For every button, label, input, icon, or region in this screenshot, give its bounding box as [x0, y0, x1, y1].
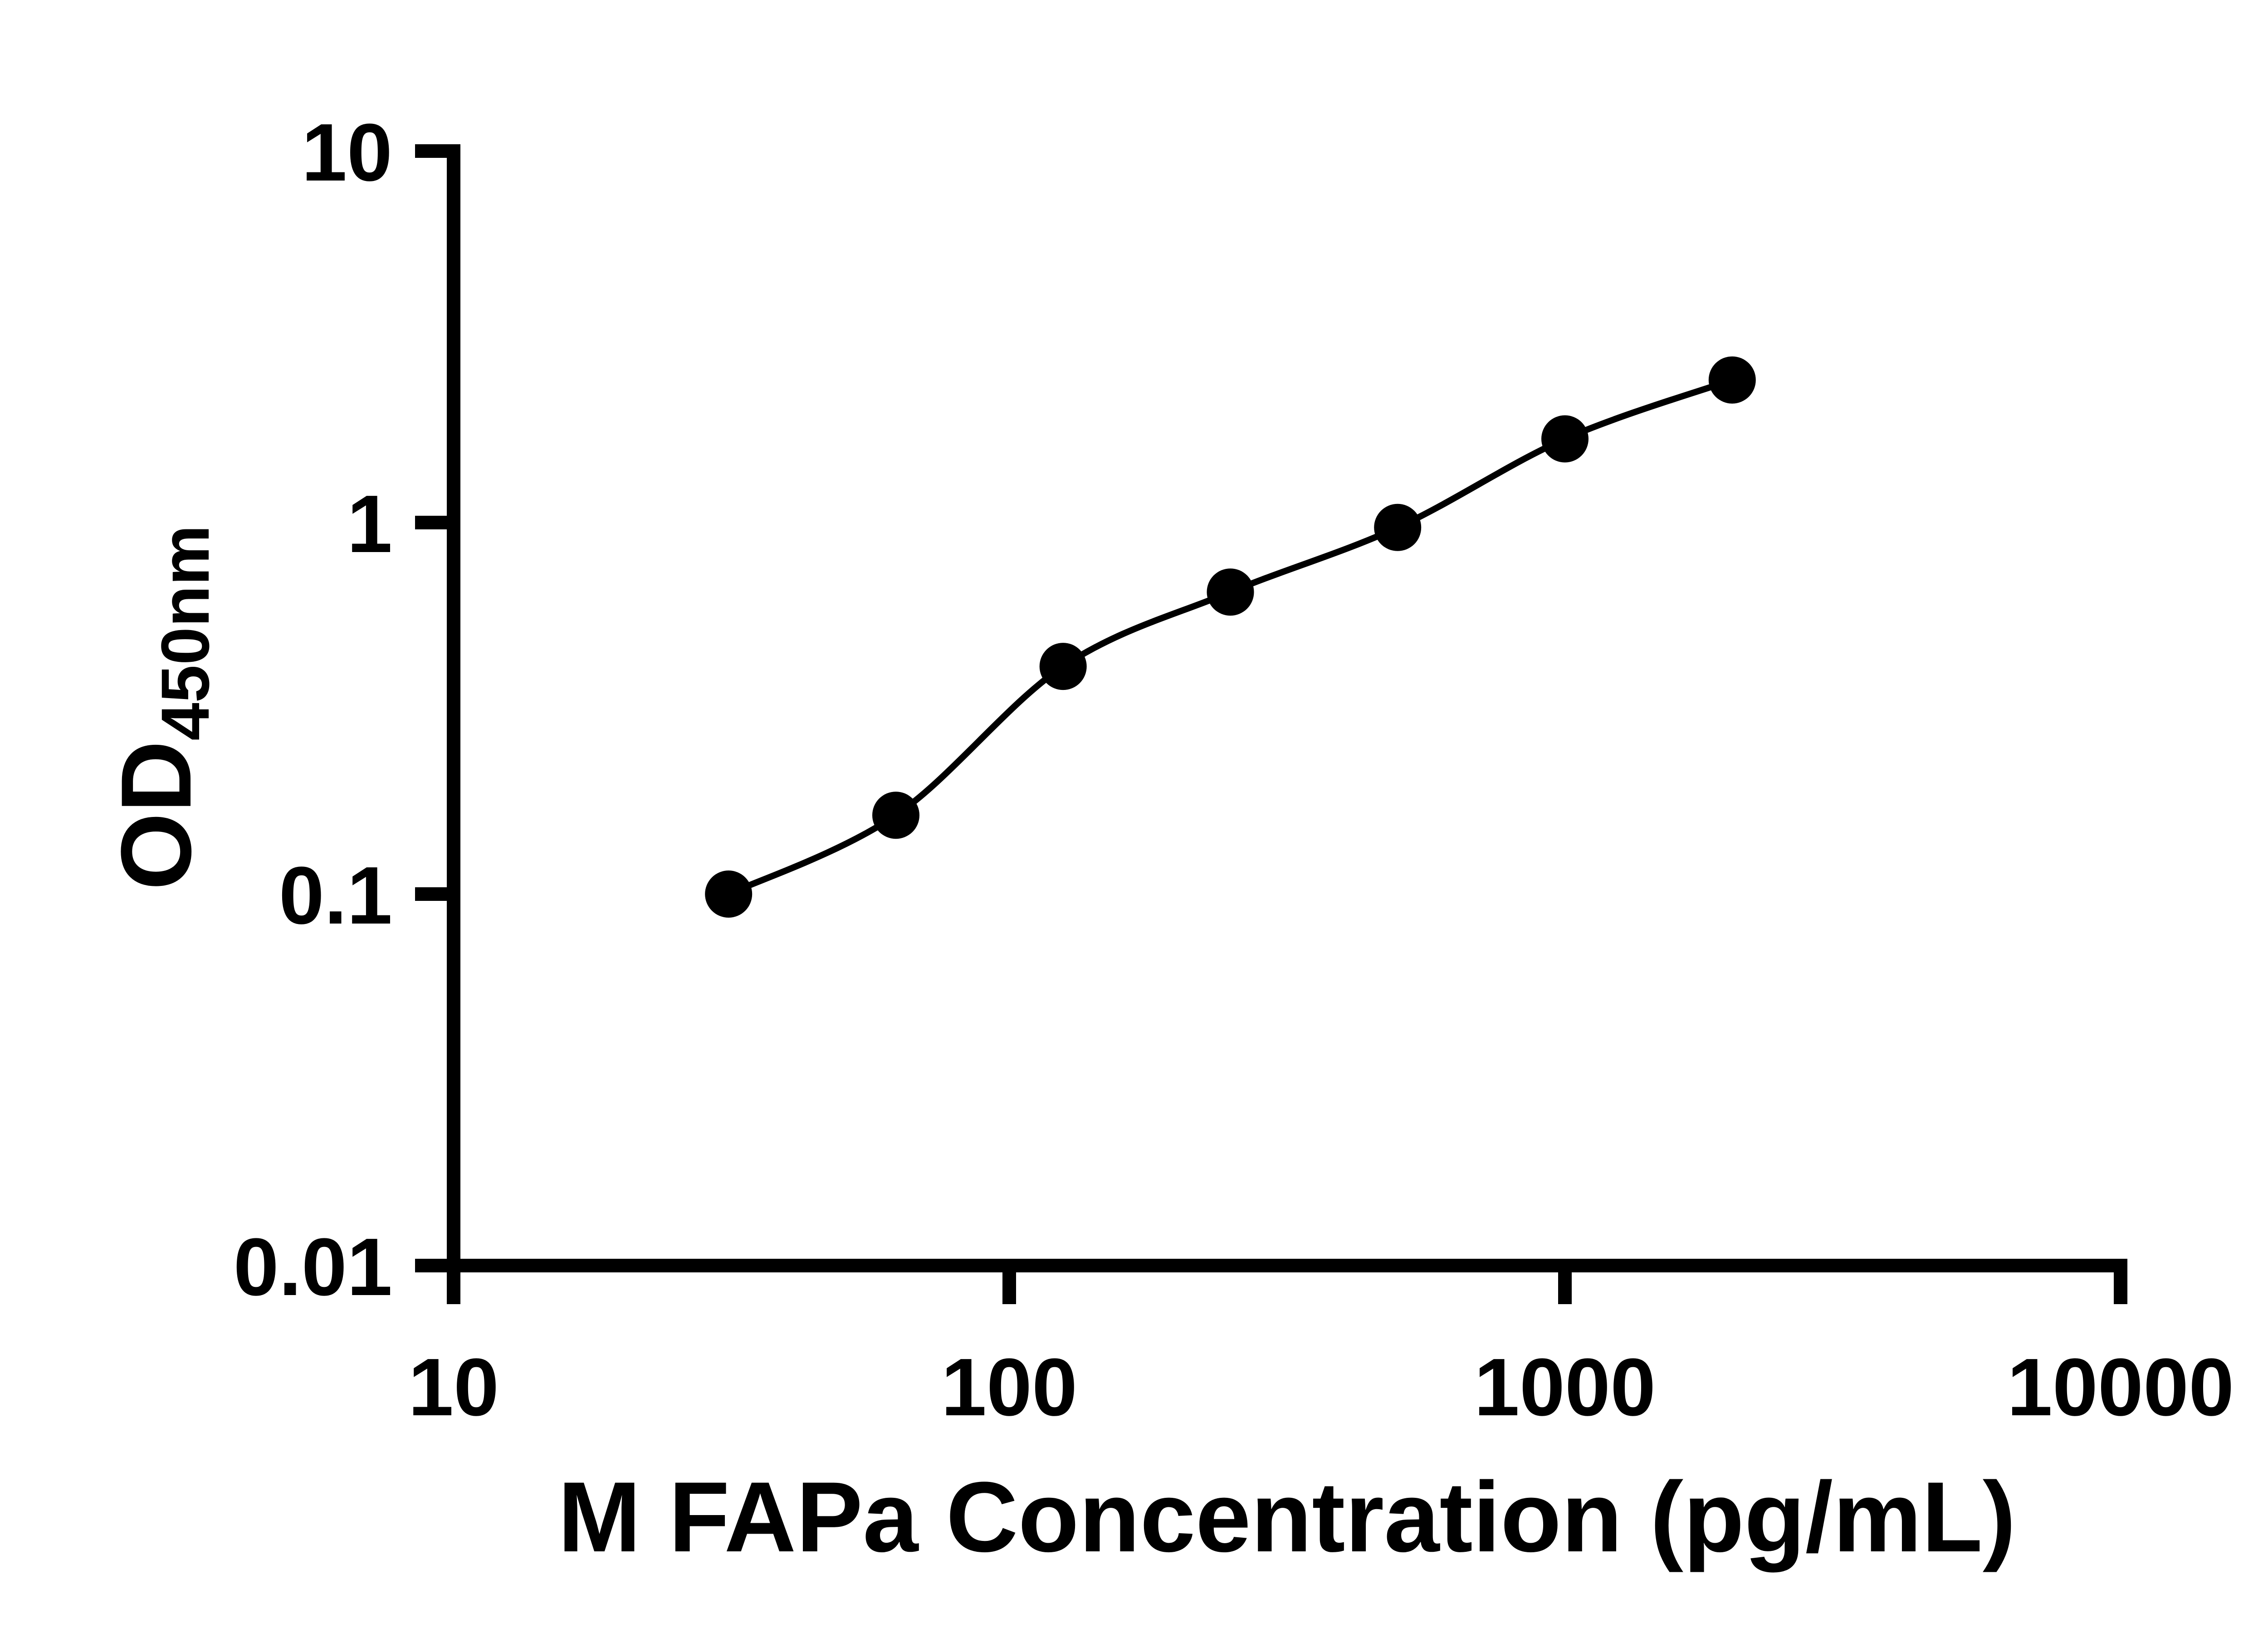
- x-tick-label: 10000: [2007, 1342, 2234, 1433]
- x-axis-title: M FAPa Concentration (pg/mL): [558, 1461, 2016, 1573]
- data-point: [872, 792, 919, 839]
- axes: [447, 144, 2127, 1272]
- x-tick-label: 10: [408, 1342, 499, 1433]
- y-tick-label: 1: [347, 479, 392, 570]
- x-tick-label: 100: [941, 1342, 1077, 1433]
- y-tick-label: 10: [302, 107, 392, 198]
- y-tick-label: 0.01: [234, 1222, 392, 1313]
- y-axis-title-main: OD: [100, 741, 212, 890]
- y-tick-label: 0.1: [279, 850, 392, 941]
- y-axis-title: OD450nm: [100, 525, 223, 890]
- data-point: [1541, 415, 1589, 463]
- x-tick-label: 1000: [1474, 1342, 1656, 1433]
- data-point: [1708, 356, 1756, 404]
- data-point: [1374, 504, 1422, 551]
- data-point: [1207, 568, 1254, 616]
- y-axis-title-subscript: 450nm: [147, 525, 223, 740]
- data-point: [1039, 643, 1087, 690]
- plot-area: 10 100 1000 10000 10 1 0.1 0.01: [234, 107, 2234, 1433]
- data-point: [705, 870, 753, 918]
